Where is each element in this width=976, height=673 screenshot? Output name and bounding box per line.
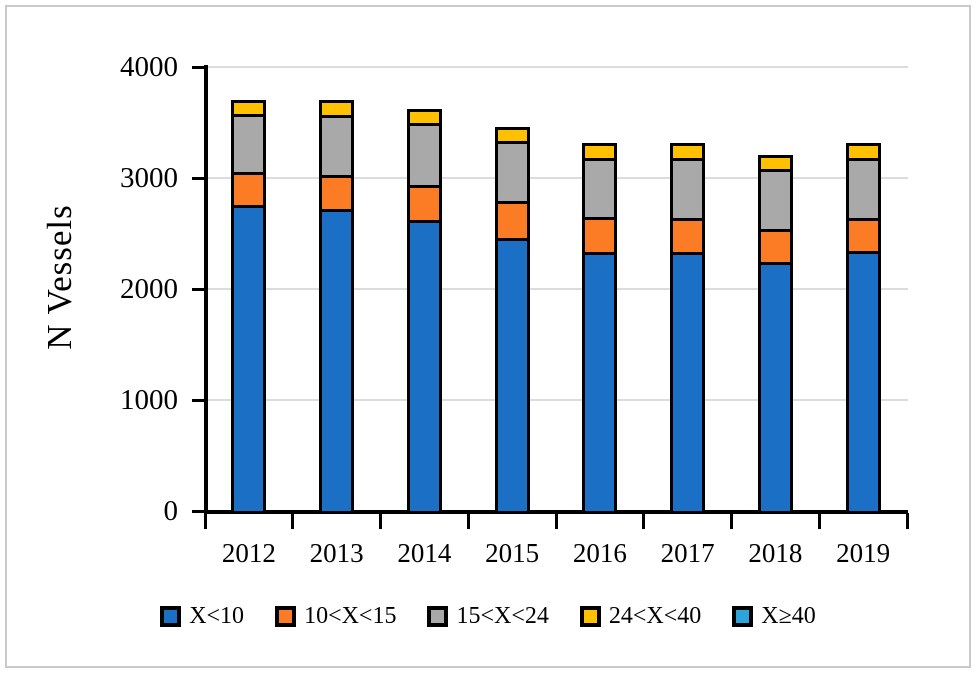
bar-2016 <box>582 142 618 511</box>
bar-segment-2014-24<X<40 <box>406 109 442 123</box>
bar-segment-2017-10<X<15 <box>670 217 706 253</box>
bar-segment-2012-10<X<15 <box>231 172 267 205</box>
legend-swatch-X<10 <box>160 605 182 627</box>
x-tick-8 <box>905 513 909 529</box>
legend-item-24<X<40: 24<X<40 <box>579 603 702 629</box>
bar-segment-2018-24<X<40 <box>757 154 793 170</box>
bar-segment-2013-24<X<40 <box>319 100 355 115</box>
bar-segment-2015-15<X<24 <box>494 141 530 202</box>
x-tick-5 <box>642 513 646 529</box>
bar-segment-2017-X<10 <box>670 252 706 511</box>
y-tick-4000 <box>192 66 206 69</box>
x-label-2015: 2015 <box>485 538 540 568</box>
legend-label-10<X<15: 10<X<15 <box>304 603 397 629</box>
bar-segment-2015-X<10 <box>494 237 530 511</box>
legend-item-15<X<24: 15<X<24 <box>427 603 549 629</box>
x-tick-6 <box>730 513 733 529</box>
x-tick-2 <box>379 513 382 529</box>
x-axis-line <box>204 510 908 514</box>
bar-segment-2018-15<X<24 <box>757 169 793 230</box>
bar-segment-2018-X<10 <box>757 262 793 511</box>
bar-segment-2013-10<X<15 <box>319 174 355 210</box>
bar-segment-2012-24<X<40 <box>231 100 267 114</box>
y-tick-2000 <box>192 288 206 291</box>
y-axis-line <box>204 65 208 513</box>
y-tick-1000 <box>192 399 206 402</box>
bar-segment-2013-15<X<24 <box>319 114 355 175</box>
bar-segment-2016-15<X<24 <box>582 158 618 217</box>
x-label-2017: 2017 <box>660 538 715 568</box>
x-label-2013: 2013 <box>309 538 364 568</box>
legend-item-X≥40: X≥40 <box>732 604 816 628</box>
bar-2018 <box>757 154 793 511</box>
legend-label-24<X<40: 24<X<40 <box>608 603 702 629</box>
bar-2014 <box>406 109 442 511</box>
legend-swatch-10<X<15 <box>275 605 297 627</box>
bar-2013 <box>319 100 355 511</box>
y-tick-0 <box>192 510 206 513</box>
legend-item-X<10: X<10 <box>160 604 244 628</box>
bar-segment-2014-15<X<24 <box>406 122 442 185</box>
legend-label-15<X<24: 15<X<24 <box>456 603 549 629</box>
x-label-2018: 2018 <box>748 538 803 568</box>
bar-segment-2012-15<X<24 <box>231 113 267 173</box>
x-tick-4 <box>554 513 558 529</box>
gridline-4000 <box>208 66 908 68</box>
x-tick-0 <box>203 513 207 529</box>
legend: X<10 10<X<15 15<X<24 24<X<40 X≥40 <box>0 600 976 632</box>
legend-swatch-24<X<40 <box>579 605 601 627</box>
legend-label-X≥40: X≥40 <box>761 603 816 629</box>
legend-label-X<10: X<10 <box>189 603 245 629</box>
x-label-2016: 2016 <box>572 538 627 568</box>
bar-segment-2019-X<10 <box>845 251 881 511</box>
bar-2012 <box>231 100 267 511</box>
bar-segment-2016-X<10 <box>582 252 618 511</box>
x-label-2014: 2014 <box>397 538 452 568</box>
y-tick-label-3000: 3000 <box>120 162 178 194</box>
bar-segment-2019-15<X<24 <box>845 158 881 218</box>
bar-2019 <box>845 142 881 511</box>
legend-swatch-X≥40 <box>732 605 754 627</box>
legend-item-10<X<15: 10<X<15 <box>275 604 396 628</box>
y-tick-label-2000: 2000 <box>120 273 178 305</box>
legend-swatch-15<X<24 <box>427 605 449 627</box>
bar-segment-2019-24<X<40 <box>845 142 881 159</box>
x-label-2019: 2019 <box>836 538 891 568</box>
x-tick-1 <box>291 513 295 529</box>
bar-segment-2014-X<10 <box>406 220 442 511</box>
bar-segment-2015-24<X<40 <box>494 126 530 142</box>
y-tick-3000 <box>192 177 206 180</box>
bar-2015 <box>494 126 530 511</box>
y-tick-label-1000: 1000 <box>120 384 178 416</box>
bar-segment-2015-10<X<15 <box>494 201 530 238</box>
bar-segment-2019-10<X<15 <box>845 217 881 252</box>
x-tick-7 <box>817 513 821 529</box>
bar-segment-2013-X<10 <box>319 209 355 511</box>
x-label-2012: 2012 <box>221 538 276 568</box>
x-tick-3 <box>466 513 470 529</box>
bar-segment-2016-10<X<15 <box>582 216 618 253</box>
figure-border <box>5 5 971 668</box>
bar-segment-2017-15<X<24 <box>670 158 706 218</box>
bar-2017 <box>670 142 706 511</box>
y-tick-label-4000: 4000 <box>120 51 178 83</box>
gridline-1000 <box>208 399 908 401</box>
bar-segment-2017-24<X<40 <box>670 142 706 159</box>
gridline-2000 <box>208 288 908 290</box>
bar-segment-2012-X<10 <box>231 204 267 511</box>
y-tick-label-0: 0 <box>163 495 179 527</box>
bar-segment-2014-10<X<15 <box>406 184 442 221</box>
gridline-3000 <box>208 177 908 179</box>
bar-segment-2018-10<X<15 <box>757 229 793 263</box>
bar-segment-2016-24<X<40 <box>582 142 618 159</box>
